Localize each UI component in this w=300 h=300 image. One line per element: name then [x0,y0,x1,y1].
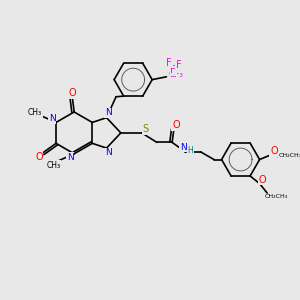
Text: N: N [105,148,112,158]
Text: CH₃: CH₃ [28,108,42,117]
Text: CF₃: CF₃ [168,70,183,80]
Text: N: N [67,153,74,162]
Text: N: N [105,108,112,117]
Text: CH₂CH₃: CH₂CH₃ [265,194,288,200]
Text: O: O [68,88,76,98]
Text: H: H [187,146,193,155]
Text: O: O [270,146,278,156]
Text: F: F [167,58,172,68]
Text: O: O [172,120,180,130]
Text: O: O [259,175,266,185]
Text: S: S [142,124,148,134]
Text: O: O [35,152,43,162]
Text: F: F [170,65,176,75]
Text: CH₂CH₃: CH₂CH₃ [278,153,300,158]
Text: N: N [49,114,56,123]
Text: N: N [180,142,187,152]
Text: CH₃: CH₃ [46,161,60,170]
Text: F: F [176,60,182,70]
